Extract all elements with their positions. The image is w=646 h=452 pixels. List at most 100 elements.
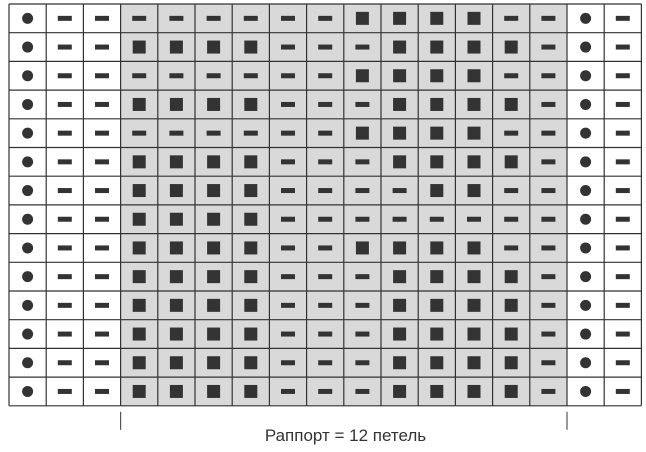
purl-dash: [95, 159, 109, 165]
purl-dash: [355, 101, 370, 107]
purl-dash: [615, 15, 630, 21]
knit-square: [504, 384, 518, 398]
edge-stitch-dot: [22, 12, 34, 24]
purl-dash: [206, 15, 221, 21]
knit-square: [132, 270, 146, 284]
knit-square: [244, 212, 258, 226]
purl-dash: [95, 388, 109, 394]
knit-square: [244, 327, 258, 341]
knit-square: [504, 327, 518, 341]
purl-dash: [318, 15, 333, 21]
purl-dash: [95, 302, 109, 308]
purl-dash: [541, 302, 556, 308]
knit-square: [355, 69, 369, 83]
purl-dash: [57, 302, 72, 308]
knit-square: [169, 155, 183, 169]
knit-square: [393, 327, 407, 341]
knit-square: [207, 241, 221, 255]
edge-stitch-dot: [22, 127, 34, 139]
purl-dash: [615, 245, 630, 251]
knit-square: [393, 270, 407, 284]
purl-dash: [541, 331, 556, 337]
purl-dash: [57, 15, 72, 21]
edge-stitch-dot: [22, 213, 34, 225]
purl-dash: [318, 302, 333, 308]
purl-dash: [355, 44, 370, 50]
purl-dash: [169, 130, 184, 136]
purl-dash: [281, 216, 295, 222]
purl-dash: [504, 216, 519, 222]
knit-square: [169, 356, 183, 370]
purl-dash: [615, 388, 630, 394]
edge-stitch-dot: [22, 242, 34, 254]
knit-square: [207, 356, 221, 370]
purl-dash: [281, 302, 295, 308]
knit-square: [244, 40, 258, 54]
edge-stitch-dot: [580, 70, 592, 82]
knit-square: [393, 11, 407, 25]
purl-dash: [57, 331, 72, 337]
edge-stitch-dot: [580, 156, 592, 168]
purl-dash: [355, 302, 370, 308]
knit-square: [207, 97, 221, 111]
knit-square: [467, 270, 481, 284]
purl-dash: [57, 245, 72, 251]
purl-dash: [281, 15, 295, 21]
purl-dash: [615, 159, 630, 165]
purl-dash: [541, 360, 556, 366]
purl-dash: [57, 388, 72, 394]
purl-dash: [541, 216, 556, 222]
repeat-caption: Раппорт = 12 петель: [264, 426, 427, 445]
knit-square: [467, 327, 481, 341]
knit-square: [169, 298, 183, 312]
purl-dash: [206, 73, 221, 79]
knit-square: [467, 241, 481, 255]
purl-dash: [95, 15, 109, 21]
purl-dash: [355, 216, 370, 222]
purl-dash: [541, 159, 556, 165]
knit-square: [430, 155, 444, 169]
knit-square: [467, 40, 481, 54]
edge-stitch-dot: [580, 385, 592, 397]
knit-square: [393, 155, 407, 169]
purl-dash: [615, 274, 630, 280]
purl-dash: [615, 101, 630, 107]
purl-dash: [541, 73, 556, 79]
purl-dash: [281, 360, 295, 366]
purl-dash: [95, 360, 109, 366]
knit-square: [132, 97, 146, 111]
purl-dash: [95, 274, 109, 280]
purl-dash: [57, 360, 72, 366]
knit-square: [132, 327, 146, 341]
knit-square: [430, 356, 444, 370]
purl-dash: [355, 360, 370, 366]
knit-square: [244, 155, 258, 169]
purl-dash: [318, 360, 333, 366]
purl-dash: [206, 130, 221, 136]
knit-square: [207, 270, 221, 284]
knit-square: [504, 97, 518, 111]
knit-square: [169, 384, 183, 398]
purl-dash: [615, 302, 630, 308]
edge-stitch-dot: [22, 357, 34, 369]
knit-square: [355, 241, 369, 255]
purl-dash: [318, 274, 333, 280]
knit-square: [430, 11, 444, 25]
edge-stitch-dot: [580, 271, 592, 283]
knit-square: [393, 97, 407, 111]
knit-square: [244, 356, 258, 370]
knit-square: [207, 184, 221, 198]
knit-square: [467, 97, 481, 111]
edge-stitch-dot: [580, 127, 592, 139]
knit-square: [132, 155, 146, 169]
knit-square: [467, 69, 481, 83]
knit-square: [504, 298, 518, 312]
purl-dash: [281, 159, 295, 165]
knit-square: [169, 97, 183, 111]
knit-square: [355, 11, 369, 25]
edge-stitch-dot: [580, 299, 592, 311]
knit-square: [430, 97, 444, 111]
knit-square: [467, 11, 481, 25]
knit-square: [169, 270, 183, 284]
